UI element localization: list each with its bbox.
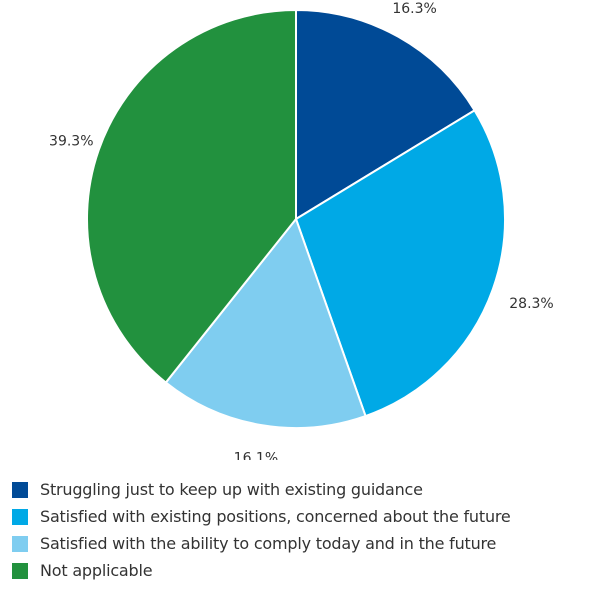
legend-label: Struggling just to keep up with existing… (40, 480, 423, 499)
legend-item-1: Struggling just to keep up with existing… (12, 476, 511, 503)
legend-label: Not applicable (40, 561, 153, 580)
pie-slice-4 (86, 8, 297, 384)
legend-label: Satisfied with the ability to comply tod… (40, 534, 497, 553)
legend-item-3: Satisfied with the ability to comply tod… (12, 530, 511, 557)
pie-slice-3 (164, 216, 367, 430)
pie-data-label-4: 39.3% (49, 134, 93, 150)
legend-item-4: Not applicable (12, 557, 511, 584)
legend-item-2: Satisfied with existing positions, conce… (12, 503, 511, 530)
pie-data-label-2: 28.3% (509, 296, 553, 312)
legend-swatch (12, 481, 28, 498)
legend-swatch (12, 562, 28, 579)
pie-data-label-1: 16.3% (392, 1, 436, 17)
pie-slices (86, 8, 506, 430)
legend-swatch (12, 535, 28, 552)
legend-label: Satisfied with existing positions, conce… (40, 507, 511, 526)
pie-slice-2 (294, 108, 506, 418)
pie-data-labels: 16.3% 28.3% 16.1% 39.3% (49, 1, 554, 460)
pie-data-label-3: 16.1% (234, 451, 278, 460)
legend-swatch (12, 508, 28, 525)
pie-chart: 16.3% 28.3% 16.1% 39.3% (49, 1, 554, 460)
pie-slice-1 (295, 8, 476, 221)
chart-legend: Struggling just to keep up with existing… (12, 476, 511, 584)
